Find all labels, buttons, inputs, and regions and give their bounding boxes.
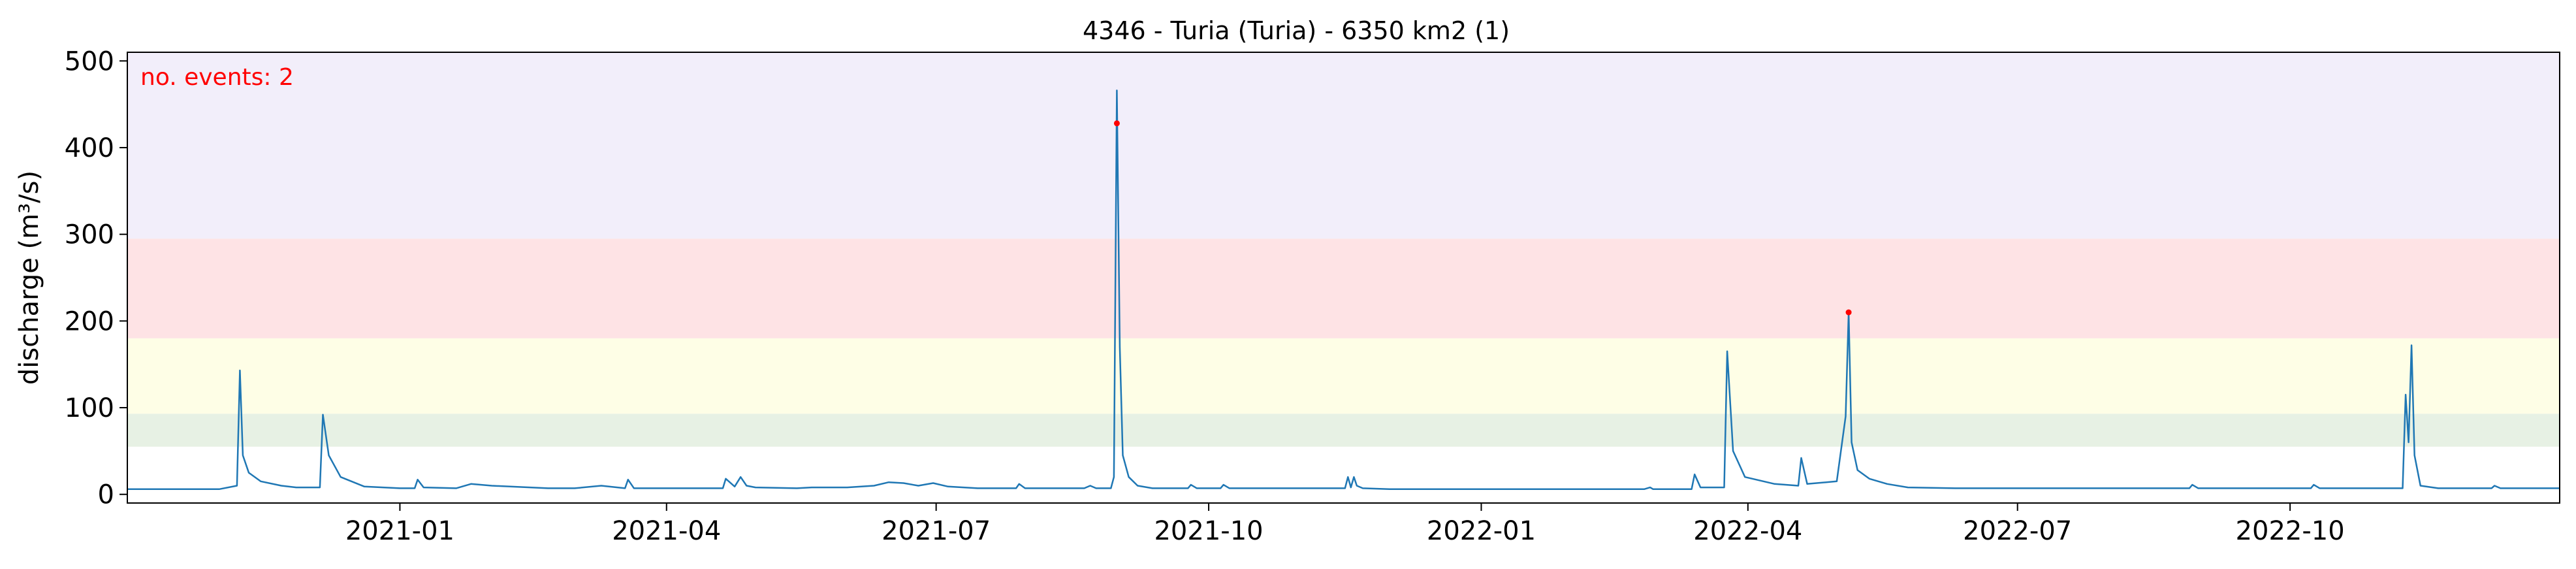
events-annotation: no. events: 2 <box>140 64 294 91</box>
x-tick-label: 2022-01 <box>1427 516 1536 546</box>
x-tick-label: 2021-01 <box>345 516 454 546</box>
x-tick-label: 2021-04 <box>612 516 721 546</box>
x-tick-label: 2022-07 <box>1963 516 2072 546</box>
y-axis-label: discharge (m³/s) <box>14 171 44 385</box>
event-points <box>1113 120 1852 316</box>
y-tick-label: 400 <box>65 133 114 163</box>
y-tick-label: 300 <box>65 220 114 250</box>
threshold-band-2 <box>127 338 2560 414</box>
threshold-band-3 <box>127 238 2560 338</box>
x-tick-label: 2021-07 <box>882 516 991 546</box>
event-point-1 <box>1113 120 1120 127</box>
x-tick-label: 2022-10 <box>2236 516 2345 546</box>
threshold-bands <box>127 52 2560 447</box>
threshold-band-1 <box>127 414 2560 447</box>
plot-frame <box>127 52 2560 504</box>
x-axis: 2021-01 2021-04 2021-07 2021-10 2022-01 2022-… <box>345 503 2345 546</box>
x-tick-label: 2021-10 <box>1154 516 1263 546</box>
y-axis: 0 100 200 300 400 500 <box>65 46 127 510</box>
y-tick-label: 0 <box>98 480 114 510</box>
chart-title: 4346 - Turia (Turia) - 6350 km2 (1) <box>1083 16 1510 45</box>
y-tick-label: 500 <box>65 46 114 76</box>
threshold-band-4 <box>127 52 2560 239</box>
y-tick-label: 100 <box>65 393 114 423</box>
y-tick-label: 200 <box>65 306 114 336</box>
event-point-2 <box>1845 309 1852 316</box>
series-line-1 <box>127 89 2560 491</box>
series-layer <box>127 89 2560 491</box>
x-tick-label: 2022-04 <box>1693 516 1802 546</box>
